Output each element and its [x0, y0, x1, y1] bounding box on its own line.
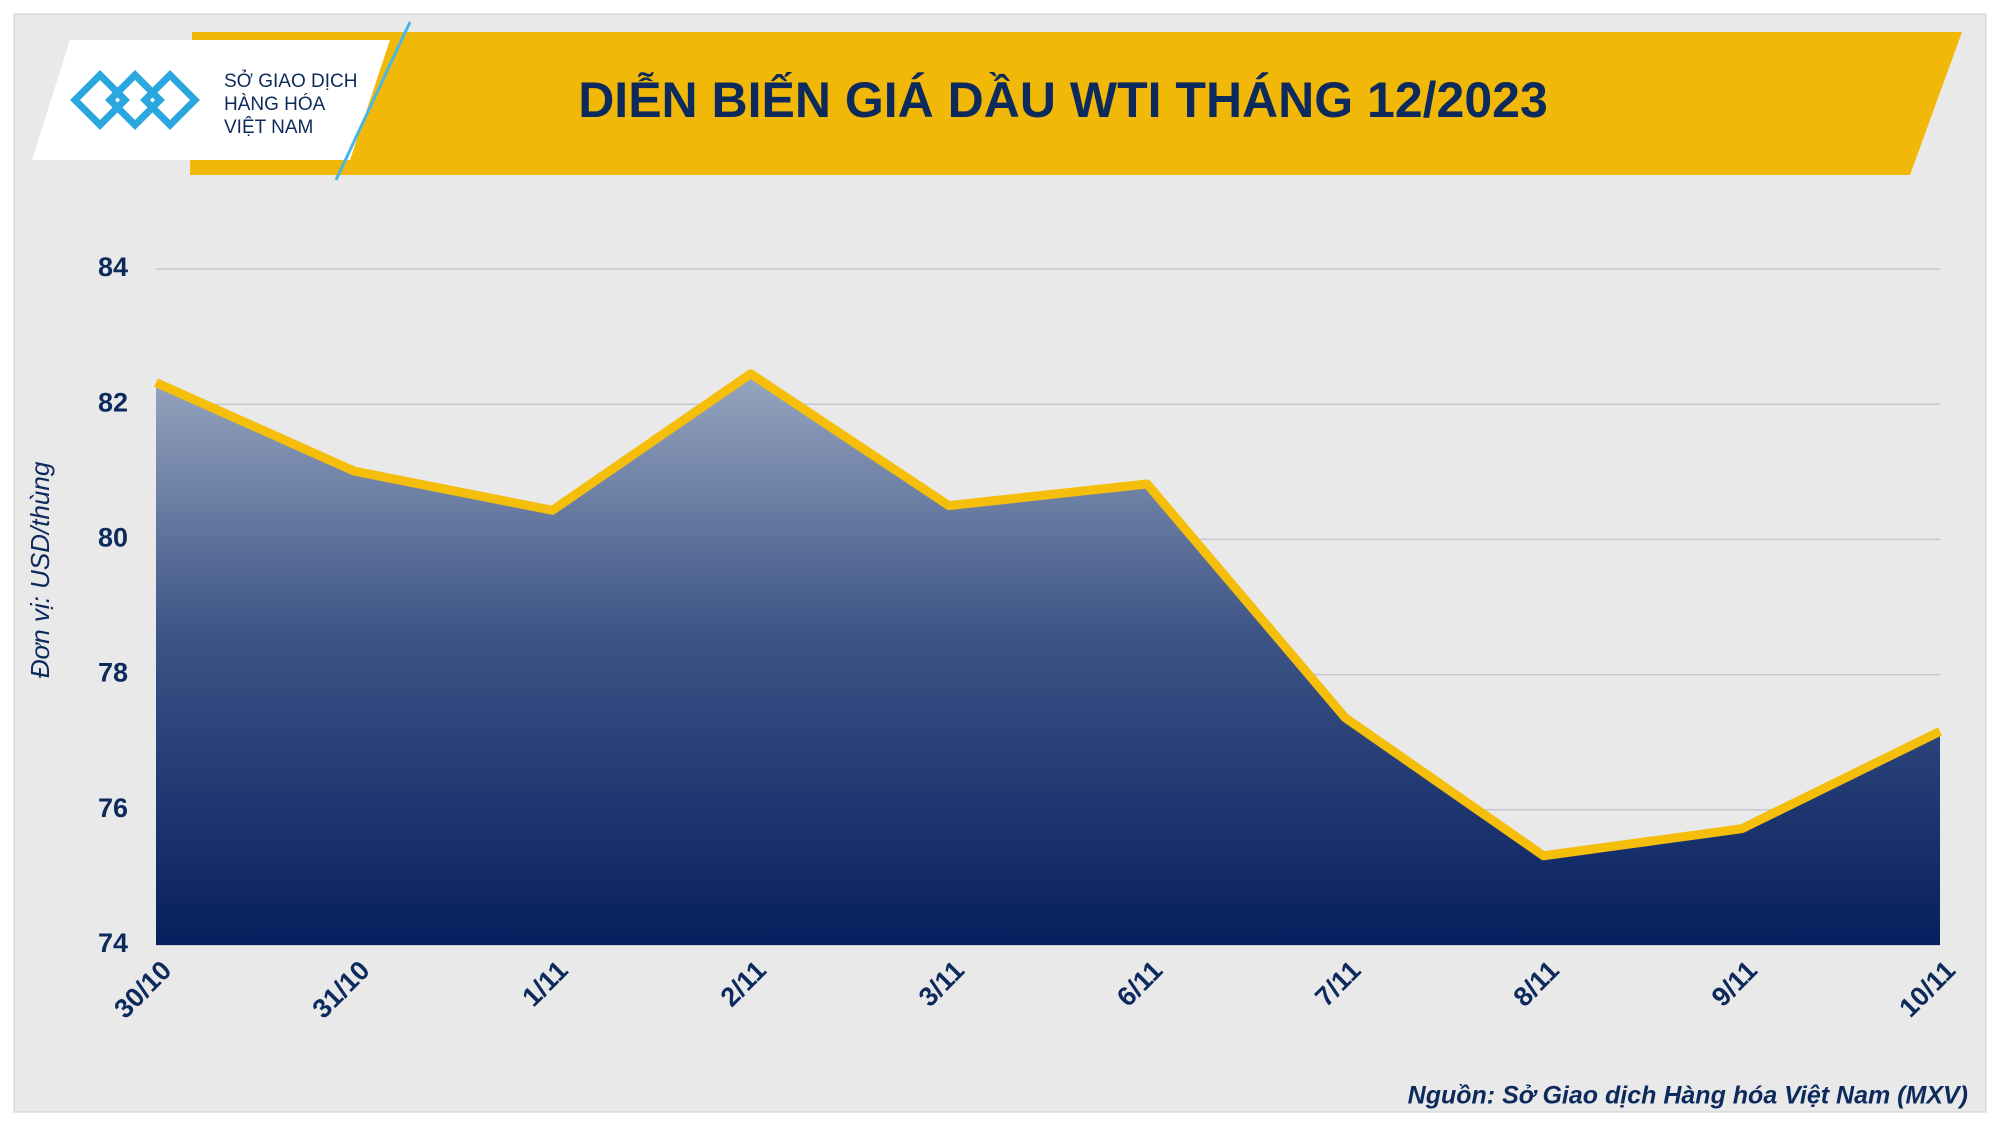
- area-fill: [156, 373, 1940, 945]
- logo-text: HÀNG HÓA: [224, 93, 326, 115]
- y-tick-label: 82: [98, 387, 128, 417]
- line: [154, 369, 1942, 861]
- title-banner: [190, 32, 1962, 175]
- logo-text: SỞ GIAO DỊCH: [224, 70, 357, 92]
- logo-accent: [334, 21, 412, 181]
- source-note: Nguồn: Sở Giao dịch Hàng hóa Việt Nam (M…: [1408, 1082, 1968, 1110]
- logo-box: [32, 40, 390, 160]
- logo-icon: [70, 70, 200, 130]
- y-tick-label: 76: [98, 793, 128, 823]
- y-tick-label: 84: [98, 252, 128, 282]
- chart-title: DIỄN BIẾN GIÁ DẦU WTI THÁNG 12/2023: [578, 72, 1548, 128]
- y-tick-label: 74: [98, 928, 128, 958]
- y-axis-label: Đơn vị: USD/thùng: [25, 461, 55, 678]
- logo-text: VIỆT NAM: [224, 116, 313, 138]
- y-tick-label: 80: [98, 523, 128, 553]
- y-tick-label: 78: [98, 658, 128, 688]
